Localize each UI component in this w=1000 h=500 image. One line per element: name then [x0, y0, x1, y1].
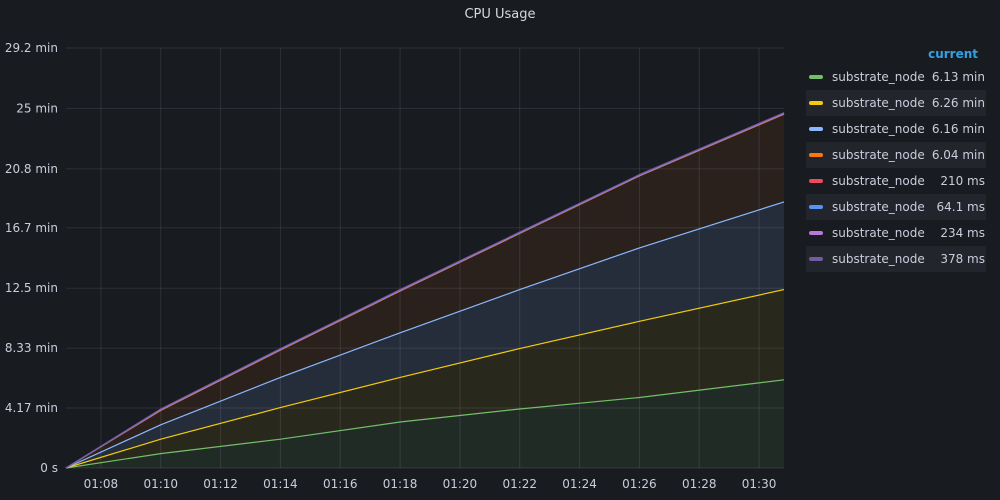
x-tick-label: 01:14	[263, 477, 298, 491]
y-tick-label: 8.33 min	[5, 341, 58, 355]
x-tick-label: 01:08	[84, 477, 119, 491]
legend-item[interactable]: substrate_node 6.26 min	[806, 90, 986, 116]
series-area	[66, 379, 784, 468]
series-area	[66, 289, 784, 468]
series-line[interactable]	[65, 379, 785, 469]
y-tick-label: 4.17 min	[5, 401, 58, 415]
x-tick-label: 01:30	[742, 477, 777, 491]
series-layer	[65, 112, 785, 469]
legend-swatch-icon	[809, 231, 823, 235]
legend-swatch-icon	[809, 101, 823, 105]
legend-item[interactable]: substrate_node 6.04 min	[806, 142, 986, 168]
legend-rows: substrate_node 6.13 min substrate_node 6.26…	[806, 64, 986, 272]
legend-item-name: substrate_node	[832, 70, 925, 84]
x-tick-label: 01:10	[143, 477, 178, 491]
y-tick-label: 16.7 min	[5, 221, 58, 235]
legend-item-current-value: 6.16 min	[931, 122, 985, 136]
legend-swatch-icon	[809, 127, 823, 131]
y-axis: 0 s 4.17 min 8.33 min 12.5 min 16.7 min 20.8 …	[5, 41, 58, 475]
panel-title[interactable]: CPU Usage	[464, 7, 536, 22]
legend-item-name: substrate_node	[832, 96, 925, 110]
y-tick-label: 25 min	[16, 101, 58, 115]
series-area	[66, 114, 784, 468]
legend-item-current-value: 234 ms	[940, 226, 985, 240]
legend-item-name: substrate_node	[832, 226, 925, 240]
legend-item[interactable]: substrate_node 378 ms	[806, 246, 986, 272]
legend-swatch-icon	[809, 75, 823, 79]
legend-item-current-value: 378 ms	[940, 252, 985, 266]
legend-item-name: substrate_node	[832, 200, 925, 214]
legend-swatch-icon	[809, 153, 823, 157]
y-tick-label: 29.2 min	[5, 41, 58, 55]
legend-item-name: substrate_node	[832, 252, 925, 266]
legend-item[interactable]: substrate_node 210 ms	[806, 168, 986, 194]
legend-item-current-value: 6.26 min	[931, 96, 985, 110]
legend-swatch-icon	[809, 257, 823, 261]
legend-item[interactable]: substrate_node 6.13 min	[806, 64, 986, 90]
legend-item-current-value: 6.13 min	[931, 70, 985, 84]
series-line[interactable]	[65, 201, 785, 469]
x-tick-label: 01:22	[502, 477, 537, 491]
legend: current substrate_node 6.13 min substrate_…	[806, 44, 986, 272]
series-line[interactable]	[65, 112, 785, 469]
x-axis: 01:08 01:10 01:12 01:14 01:16 01:18 01:20 01:22…	[84, 477, 777, 491]
legend-item[interactable]: substrate_node 234 ms	[806, 220, 986, 246]
x-tick-label: 01:12	[203, 477, 238, 491]
legend-item-current-value: 64.1 ms	[936, 200, 985, 214]
y-tick-label: 12.5 min	[5, 281, 58, 295]
legend-item-current-value: 6.04 min	[931, 148, 985, 162]
legend-header-current[interactable]: current	[928, 47, 978, 61]
x-tick-label: 01:18	[383, 477, 418, 491]
legend-item[interactable]: substrate_node 64.1 ms	[806, 194, 986, 220]
legend-item[interactable]: substrate_node 6.16 min	[806, 116, 986, 142]
y-tick-label: 20.8 min	[5, 162, 58, 176]
legend-item-name: substrate_node	[832, 174, 925, 188]
legend-swatch-icon	[809, 205, 823, 209]
x-tick-label: 01:16	[323, 477, 358, 491]
legend-item-name: substrate_node	[832, 148, 925, 162]
x-tick-label: 01:20	[443, 477, 478, 491]
legend-swatch-icon	[809, 179, 823, 183]
grid-lines	[66, 47, 784, 469]
x-tick-label: 01:24	[562, 477, 597, 491]
x-tick-label: 01:26	[622, 477, 657, 491]
legend-item-name: substrate_node	[832, 122, 925, 136]
legend-item-current-value: 210 ms	[940, 174, 985, 188]
y-tick-label: 0 s	[40, 461, 58, 475]
series-line[interactable]	[65, 289, 785, 469]
series-area	[66, 201, 784, 468]
x-tick-label: 01:28	[682, 477, 717, 491]
